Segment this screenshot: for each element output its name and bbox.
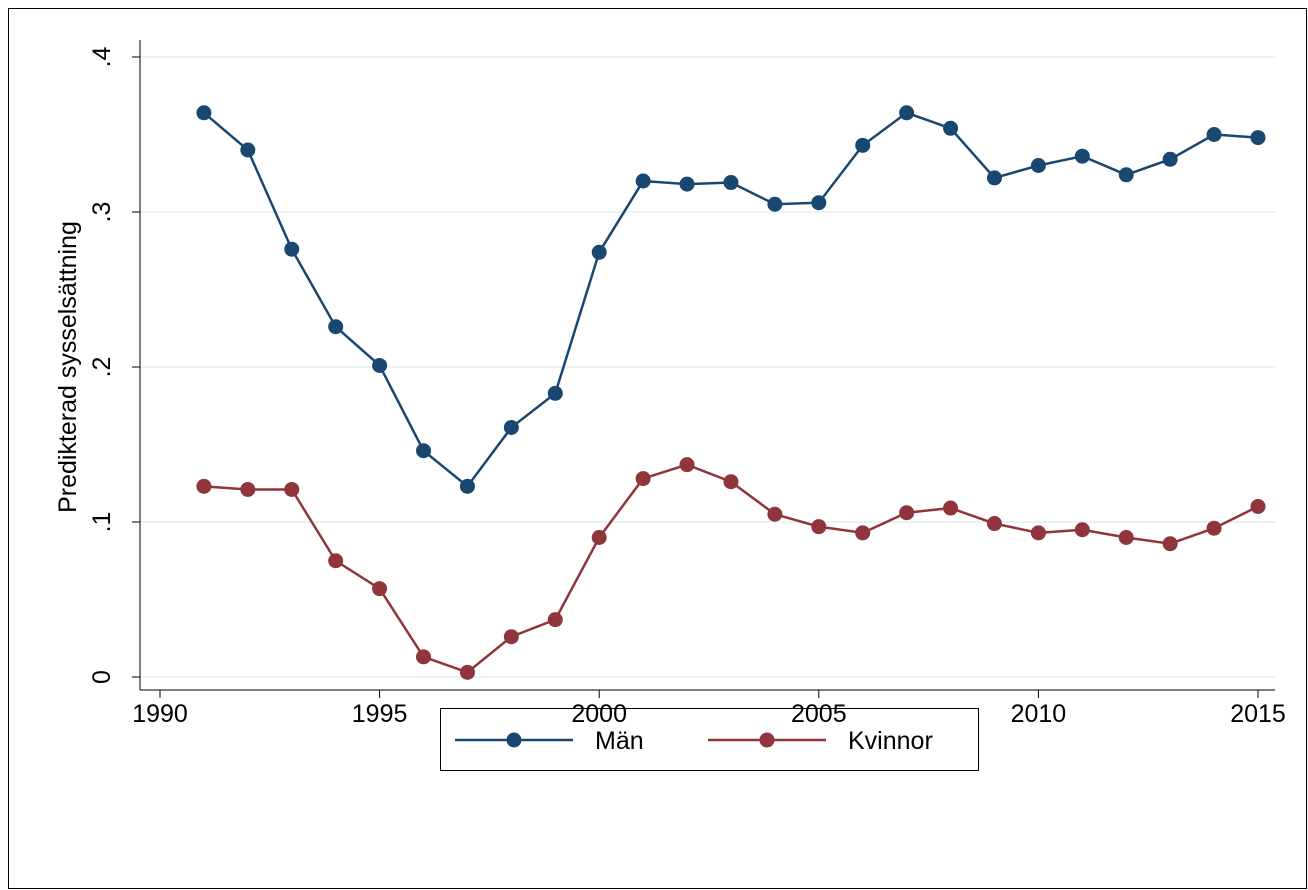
series-marker	[372, 357, 388, 373]
series-marker	[503, 629, 519, 645]
series-marker	[811, 519, 827, 535]
legend-marker	[759, 732, 775, 748]
x-tick-label: 2000	[571, 700, 627, 728]
y-tick-label: .2	[88, 357, 116, 378]
legend-label: Män	[595, 727, 644, 755]
series-marker	[943, 120, 959, 136]
series-marker	[679, 176, 695, 192]
y-tick-label: 0	[88, 670, 116, 684]
x-tick-label: 1995	[352, 700, 408, 728]
series-marker	[1118, 167, 1134, 183]
series-marker	[1250, 499, 1266, 514]
y-tick-label: .3	[88, 202, 116, 223]
x-tick-label: 2005	[791, 700, 847, 728]
series-marker	[416, 443, 432, 459]
series-marker	[547, 612, 563, 628]
y-axis-title: Predikterad sysselsättning	[54, 221, 82, 513]
series-marker	[372, 581, 388, 597]
series-marker	[1074, 148, 1090, 164]
series-marker	[328, 553, 344, 569]
series-marker	[855, 137, 871, 153]
series-marker	[811, 195, 827, 211]
series-marker	[635, 173, 651, 189]
y-tick-label: .4	[88, 46, 116, 67]
series-marker	[1206, 520, 1222, 536]
series-marker	[284, 241, 300, 257]
series-marker	[240, 142, 256, 158]
series-marker	[723, 474, 739, 490]
series-marker	[591, 530, 607, 545]
legend-marker	[506, 732, 522, 748]
x-tick-label: 2015	[1230, 700, 1286, 728]
series-marker	[986, 170, 1002, 186]
series-marker	[1074, 522, 1090, 538]
series-marker	[1206, 127, 1222, 142]
series-marker	[635, 471, 651, 487]
series-marker	[196, 105, 212, 121]
series-marker	[416, 649, 432, 665]
series-marker	[196, 478, 212, 494]
series-marker	[723, 175, 739, 191]
series-marker	[1030, 158, 1046, 173]
series-marker	[1162, 536, 1178, 552]
series-marker	[767, 506, 783, 522]
series-marker	[1118, 530, 1134, 545]
x-tick-label: 2010	[1011, 700, 1067, 728]
series-marker	[459, 664, 475, 680]
series-marker	[284, 481, 300, 497]
series-marker	[1162, 151, 1178, 167]
series-marker	[328, 319, 344, 335]
series-marker	[459, 478, 475, 494]
series-marker	[899, 505, 915, 521]
series-marker	[679, 457, 695, 473]
series-marker	[503, 419, 519, 435]
series-marker	[240, 481, 256, 497]
series-marker	[986, 516, 1002, 532]
series-marker	[547, 385, 563, 401]
legend-label: Kvinnor	[848, 727, 933, 755]
series-marker	[1030, 525, 1046, 541]
series-marker	[591, 244, 607, 260]
series-marker	[943, 500, 959, 516]
series-marker	[767, 196, 783, 212]
x-tick-label: 1990	[132, 700, 188, 728]
series-marker	[1250, 130, 1266, 146]
y-tick-label: .1	[88, 512, 116, 533]
series-marker	[855, 525, 871, 541]
series-marker	[899, 105, 915, 121]
